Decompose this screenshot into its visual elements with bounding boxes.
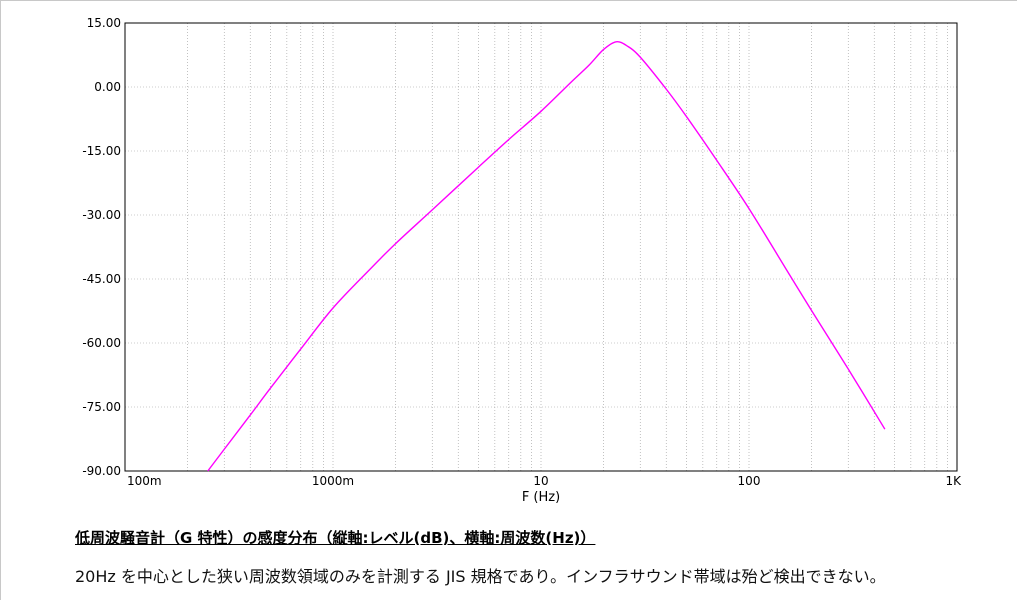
y-tick-label: -75.00 <box>82 400 121 414</box>
x-tick-label: 100 <box>738 474 761 488</box>
y-tick-label: -60.00 <box>82 336 121 350</box>
series-line <box>207 40 886 472</box>
caption-title: 低周波騒音計（G 特性）の感度分布（縦軸:レベル(dB)、横軸:周波数(Hz)） <box>75 529 596 547</box>
series-group <box>207 40 886 472</box>
y-tick-label: -45.00 <box>82 272 121 286</box>
frequency-response-chart: 15.00 0.00 -15.00 -30.00 -45.00 -60.00 -75.00 -… <box>82 16 962 505</box>
x-tick-label: 1000m <box>312 474 354 488</box>
x-tick-label: 10 <box>533 474 548 488</box>
x-tick-label: 100m <box>127 474 162 488</box>
caption-body: 20Hz を中心とした狭い周波数領域のみを計測する JIS 規格であり。インフラ… <box>75 567 886 586</box>
y-tick-label: 0.00 <box>94 80 121 94</box>
y-tick-label: 15.00 <box>87 16 121 30</box>
x-axis-label: F (Hz) <box>522 490 560 505</box>
y-tick-label: -30.00 <box>82 208 121 222</box>
y-tick-label: -15.00 <box>82 144 121 158</box>
plot-border <box>124 22 958 472</box>
x-tick-label: 1K <box>945 474 962 488</box>
y-tick-label: -90.00 <box>82 464 121 478</box>
grid-lines <box>125 23 957 471</box>
y-tick-labels: 15.00 0.00 -15.00 -30.00 -45.00 -60.00 -75.00 -… <box>82 16 121 478</box>
x-tick-labels: 100m 1000m 10 100 1K <box>127 474 962 488</box>
